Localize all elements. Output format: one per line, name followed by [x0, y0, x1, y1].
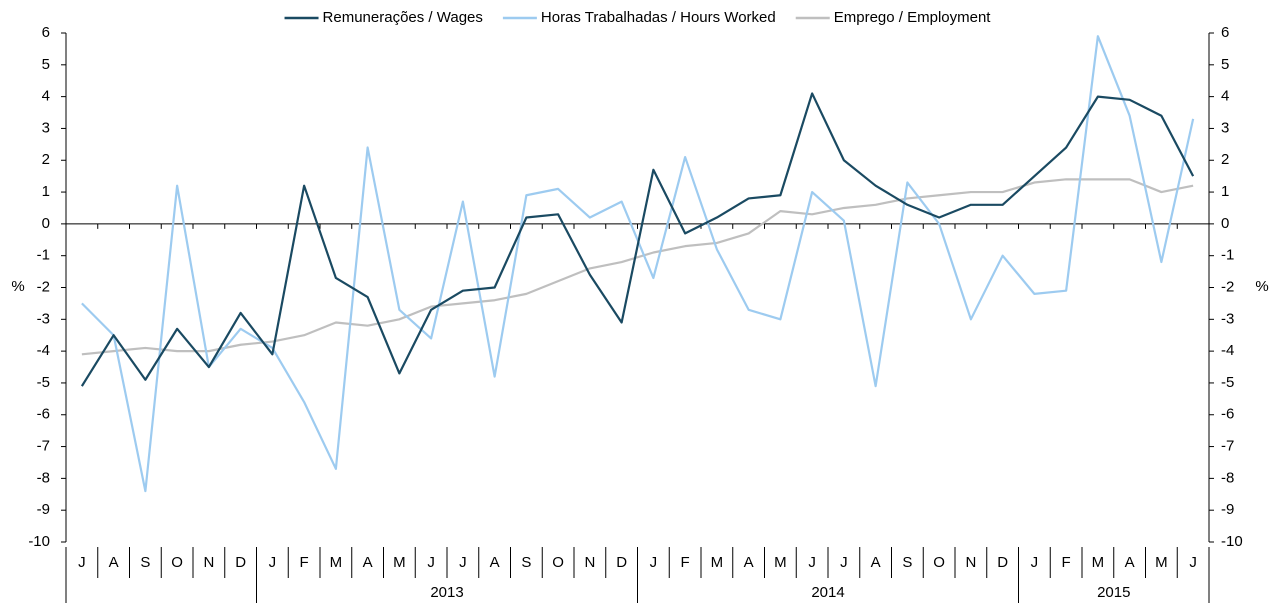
y2-tick-label: -5 [1221, 374, 1234, 391]
year-label: 2014 [811, 584, 844, 601]
x-tick-label: D [616, 554, 627, 571]
x-tick-label: F [1062, 554, 1071, 571]
x-tick-label: N [203, 554, 214, 571]
y2-tick-label: 1 [1221, 183, 1229, 200]
y-tick-label: 2 [42, 151, 50, 168]
y-tick-label: -4 [37, 342, 50, 359]
x-tick-label: J [269, 554, 277, 571]
x-tick-label: D [997, 554, 1008, 571]
x-tick-label: M [330, 554, 343, 571]
x-tick-label: J [840, 554, 848, 571]
series-line [81, 35, 1195, 493]
series-line [81, 178, 1194, 356]
x-tick-label: J [650, 554, 658, 571]
x-tick-label: A [363, 554, 373, 571]
y-tick-label: -3 [37, 310, 50, 327]
y2-tick-label: -3 [1221, 310, 1234, 327]
y-tick-label: 6 [42, 24, 50, 41]
x-tick-label: J [1031, 554, 1039, 571]
y-tick-label: -10 [28, 533, 50, 550]
x-tick-label: M [711, 554, 724, 571]
y-tick-label: 5 [42, 56, 50, 73]
x-tick-label: J [459, 554, 467, 571]
y2-tick-label: 0 [1221, 215, 1229, 232]
x-tick-label: M [1155, 554, 1168, 571]
y-tick-label: 3 [42, 119, 50, 136]
y-tick-label: -1 [37, 247, 50, 264]
y2-tick-label: -2 [1221, 278, 1234, 295]
x-tick-label: A [744, 554, 754, 571]
y2-tick-label: 5 [1221, 56, 1229, 73]
series-line [80, 92, 1195, 387]
x-tick-label: O [933, 554, 945, 571]
legend-label: Emprego / Employment [834, 9, 992, 26]
y2-tick-label: -4 [1221, 342, 1234, 359]
y-tick-label: 1 [42, 183, 50, 200]
year-label: 2013 [430, 584, 463, 601]
x-tick-label: S [521, 554, 531, 571]
x-tick-label: M [774, 554, 787, 571]
y2-tick-label: -8 [1221, 469, 1234, 486]
year-label: 2015 [1097, 584, 1130, 601]
y2-tick-label: 3 [1221, 119, 1229, 136]
y2-tick-label: -9 [1221, 501, 1234, 518]
y2-axis-label: % [1255, 278, 1268, 295]
x-tick-label: O [552, 554, 564, 571]
y2-tick-label: 4 [1221, 88, 1229, 105]
x-tick-label: J [78, 554, 86, 571]
x-tick-label: A [1125, 554, 1135, 571]
y-axis-label: % [11, 278, 24, 295]
x-tick-label: F [681, 554, 690, 571]
x-tick-label: M [1092, 554, 1105, 571]
y-tick-label: -2 [37, 278, 50, 295]
x-tick-label: S [140, 554, 150, 571]
legend-label: Remunerações / Wages [323, 9, 483, 26]
x-tick-label: A [490, 554, 500, 571]
x-tick-label: A [871, 554, 881, 571]
legend-label: Horas Trabalhadas / Hours Worked [541, 9, 776, 26]
y-tick-label: 4 [42, 88, 50, 105]
x-tick-label: J [1189, 554, 1197, 571]
x-tick-label: N [584, 554, 595, 571]
x-tick-label: M [393, 554, 406, 571]
y-tick-label: -6 [37, 406, 50, 423]
y2-tick-label: 6 [1221, 24, 1229, 41]
y2-tick-label: 2 [1221, 151, 1229, 168]
y-tick-label: -7 [37, 438, 50, 455]
x-tick-label: N [965, 554, 976, 571]
y2-tick-label: -1 [1221, 247, 1234, 264]
y2-tick-label: -10 [1221, 533, 1243, 550]
x-tick-label: O [171, 554, 183, 571]
x-tick-label: F [300, 554, 309, 571]
y-tick-label: -5 [37, 374, 50, 391]
x-tick-label: A [109, 554, 119, 571]
y-tick-label: 0 [42, 215, 50, 232]
x-tick-label: S [902, 554, 912, 571]
x-tick-label: J [808, 554, 816, 571]
x-tick-label: J [427, 554, 435, 571]
y-tick-label: -9 [37, 501, 50, 518]
y2-tick-label: -7 [1221, 438, 1234, 455]
y2-tick-label: -6 [1221, 406, 1234, 423]
y-tick-label: -8 [37, 469, 50, 486]
x-tick-label: D [235, 554, 246, 571]
